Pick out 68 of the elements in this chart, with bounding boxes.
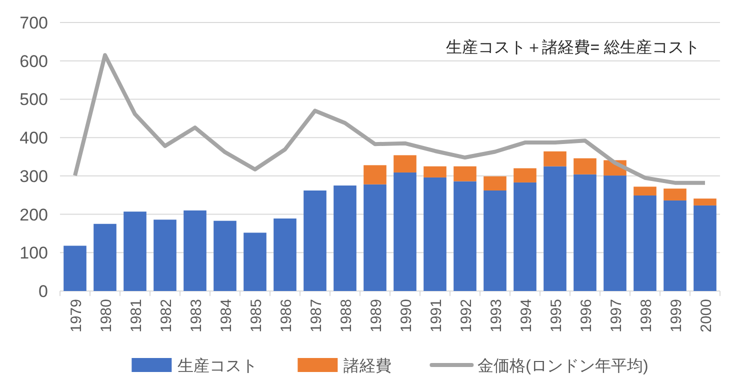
bar (574, 158, 596, 174)
bar (304, 190, 326, 291)
bar (424, 166, 446, 178)
bar (544, 166, 566, 291)
x-tick-label: 1979 (68, 299, 85, 332)
bar (664, 200, 686, 291)
bar (364, 165, 386, 184)
x-tick-label: 1983 (188, 299, 205, 332)
bar (484, 190, 506, 291)
bar (214, 220, 236, 291)
x-tick-label: 1997 (608, 299, 625, 332)
bar (544, 151, 566, 166)
y-tick-label: 600 (20, 52, 48, 71)
x-tick-label: 1995 (548, 299, 565, 332)
x-tick-label: 1982 (158, 299, 175, 332)
y-tick-label: 100 (20, 244, 48, 263)
x-tick-label: 1991 (428, 299, 445, 332)
x-tick-label: 1996 (578, 299, 595, 332)
bar (454, 166, 476, 182)
bar (154, 220, 176, 291)
bar (394, 155, 416, 172)
annotation: 生産コスト＋諸経費= 総生産コスト (446, 38, 700, 56)
bar (364, 184, 386, 291)
x-tick-label: 2000 (698, 299, 715, 332)
bar (64, 246, 86, 291)
bar (634, 186, 656, 196)
x-tick-label: 1980 (98, 299, 115, 332)
y-tick-label: 300 (20, 166, 48, 186)
bar (484, 176, 506, 191)
bar (634, 195, 656, 291)
y-tick-label: 200 (20, 205, 48, 224)
bar (694, 205, 716, 291)
legend-label: 生産コスト (178, 357, 258, 375)
bar (244, 232, 266, 291)
x-tick-label: 1985 (248, 299, 265, 332)
bar (574, 174, 596, 291)
bar (424, 177, 446, 291)
bar (394, 172, 416, 291)
x-tick-label: 1993 (488, 299, 505, 332)
y-tick-label: 700 (20, 14, 48, 32)
x-tick-label: 1994 (518, 299, 535, 332)
bar (664, 188, 686, 200)
bar (694, 198, 716, 206)
x-tick-label: 1990 (398, 299, 415, 332)
y-tick-label: 400 (20, 128, 48, 148)
x-tick-label: 1986 (278, 299, 295, 332)
x-tick-label: 1999 (668, 299, 685, 332)
bar (334, 186, 356, 291)
x-tick-label: 1984 (218, 299, 235, 332)
legend-label: 金価格(ロンドン年平均) (478, 358, 648, 375)
bar (514, 182, 536, 291)
x-tick-label: 1981 (128, 299, 145, 332)
bar (274, 218, 296, 291)
bar (184, 210, 206, 291)
x-tick-label: 1998 (638, 299, 655, 332)
x-tick-label: 1988 (338, 299, 355, 332)
x-tick-label: 1989 (368, 299, 385, 332)
bar (94, 224, 116, 291)
line-series (73, 53, 707, 185)
y-tick-label: 500 (20, 90, 48, 110)
bar (454, 181, 476, 291)
legend-label: 諸経費 (344, 357, 392, 375)
x-tick-label: 1992 (458, 299, 475, 332)
bar (514, 168, 536, 182)
bar (604, 176, 626, 291)
x-tick-label: 1987 (308, 299, 325, 332)
y-tick-label: 0 (38, 282, 48, 301)
bar (124, 212, 146, 291)
